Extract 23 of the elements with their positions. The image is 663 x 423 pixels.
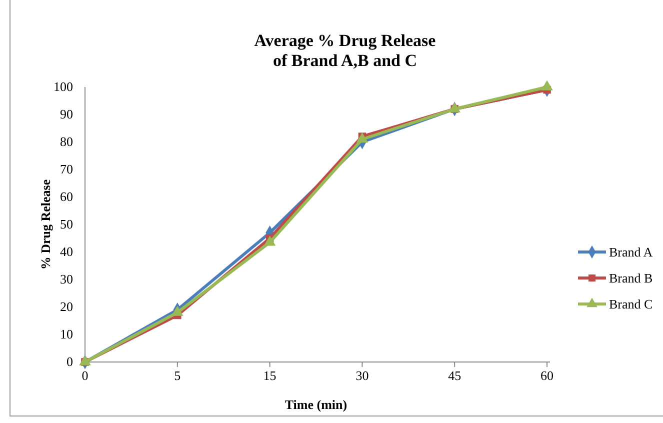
x-tick-label: 15	[263, 368, 276, 384]
chart-title: Average % Drug Release of Brand A,B and C	[254, 31, 436, 70]
y-tick-label: 40	[60, 244, 73, 260]
y-axis-title: % Drug Release	[38, 179, 53, 270]
y-tick-label: 80	[60, 134, 73, 150]
legend-label: Brand B	[609, 270, 654, 286]
legend-label: Brand C	[609, 296, 653, 312]
y-tick-label: 20	[60, 299, 73, 314]
y-tick-label: 60	[60, 189, 73, 204]
y-tick-label: 10	[60, 326, 73, 342]
y-tick-label: 70	[60, 162, 73, 177]
legend-label: Brand A	[609, 244, 654, 260]
y-tick-label: 100	[54, 79, 73, 94]
y-tick-label: 50	[60, 216, 73, 232]
x-axis-title: Time (min)	[284, 397, 348, 412]
y-tick-label: 30	[60, 272, 73, 287]
x-tick-label: 60	[540, 368, 554, 384]
x-tick-label: 5	[174, 368, 181, 384]
x-tick-label: 30	[356, 368, 369, 384]
y-tick-label: 0	[66, 354, 73, 370]
x-tick-label: 45	[448, 368, 462, 384]
y-tick-label: 90	[60, 106, 73, 122]
x-tick-label: 0	[82, 368, 88, 384]
